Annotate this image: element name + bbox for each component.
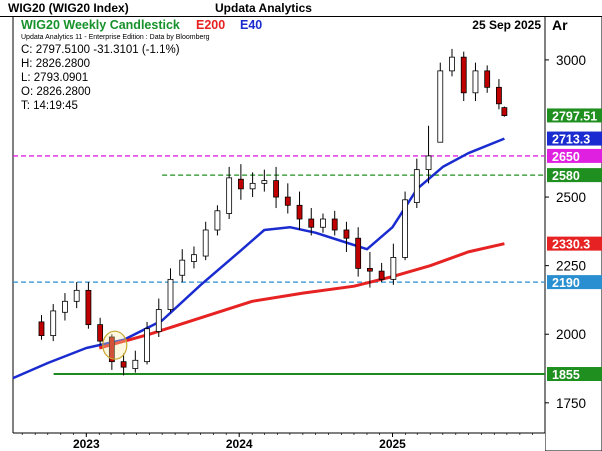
candle-body xyxy=(484,70,491,88)
candle-body xyxy=(97,324,104,342)
candle-body xyxy=(355,237,362,269)
candle-body xyxy=(50,310,57,337)
price-tag-label: 2713.3 xyxy=(552,133,590,147)
candle-body xyxy=(38,321,45,337)
candle-body xyxy=(237,178,244,190)
y-tick-label: 3000 xyxy=(556,53,586,68)
price-tags: 2797.51 2713.3 2650 2580 2330.3 2190 1855 xyxy=(547,108,602,382)
price-tag-1855 xyxy=(547,367,602,382)
candle-body xyxy=(132,359,139,369)
candle-body xyxy=(460,56,467,94)
candle-body xyxy=(249,182,256,190)
candle-body xyxy=(413,169,420,203)
price-axis[interactable] xyxy=(544,15,602,451)
candle-body xyxy=(73,289,80,302)
x-axis: 2023 2024 2025 xyxy=(0,432,545,451)
ohlc-open: O: 2826.2800 xyxy=(21,86,91,98)
candles xyxy=(38,48,508,376)
ohlc-high: H: 2826.2800 xyxy=(21,58,90,70)
chart-date: 25 Sep 2025 xyxy=(472,18,541,32)
price-tag-2713.3 xyxy=(547,131,602,146)
candle-body xyxy=(378,270,385,280)
candle-body xyxy=(226,177,233,214)
candle-body xyxy=(437,70,444,143)
legend-e40: E40 xyxy=(240,18,262,32)
candle-body xyxy=(62,300,68,313)
app-title: Updata Analytics xyxy=(215,1,312,15)
price-tag-label: 2190 xyxy=(552,276,580,290)
candle-body xyxy=(425,155,432,171)
candle-body xyxy=(296,204,303,220)
chart-title: WIG20 Weekly Candlestick xyxy=(21,18,180,32)
scale-mode-label[interactable]: Ar xyxy=(552,17,568,33)
e200-line xyxy=(98,242,505,350)
x-axis-band xyxy=(0,433,545,451)
candle-body xyxy=(214,210,221,231)
candle-body xyxy=(202,229,209,257)
price-tag-label: 2330.3 xyxy=(552,238,590,252)
candle-body xyxy=(402,199,408,258)
y-tick-label: 2250 xyxy=(556,259,586,274)
candle-body xyxy=(284,196,291,206)
title-bar: WIG20 (WIG20 Index) Updata Analytics xyxy=(0,0,602,17)
y-axis-ticks: 1750 2000 2250 2500 3000 xyxy=(545,53,586,411)
price-tag-label: 2650 xyxy=(552,150,580,164)
price-tag-2580 xyxy=(547,168,602,183)
candle-body xyxy=(273,180,279,198)
candle-body xyxy=(308,218,315,228)
price-tag-label: 2797.51 xyxy=(552,109,597,123)
candle-body xyxy=(179,259,186,276)
candle-body xyxy=(108,336,115,363)
x-tick-label: 2025 xyxy=(379,437,406,451)
candle-body xyxy=(85,289,92,326)
candle-body xyxy=(501,107,508,116)
candle-body xyxy=(167,278,174,310)
price-tag-2797.51 xyxy=(547,108,602,123)
plot-area[interactable] xyxy=(12,15,546,434)
price-tag-2330.3 xyxy=(547,236,602,251)
price-tag-2190 xyxy=(547,275,602,290)
candle-body xyxy=(343,229,350,239)
annotations xyxy=(102,330,128,360)
horizontal-levels xyxy=(13,155,545,376)
ohlc-time: T: 14:19:45 xyxy=(21,100,78,112)
ohlc-close: C: 2797.5100 -31.3101 (-1.1%) xyxy=(21,44,180,56)
candle-body xyxy=(320,218,326,228)
candle-body xyxy=(367,267,373,272)
ohlc-low: L: 2793.0901 xyxy=(21,72,88,84)
candle-body xyxy=(155,309,162,332)
x-tick-label: 2023 xyxy=(73,437,100,451)
legend-e200: E200 xyxy=(196,18,225,32)
edition-text: Updata Analytics 11 - Enterprise Edition… xyxy=(21,34,210,41)
price-tag-label: 1855 xyxy=(552,368,580,382)
window-title: WIG20 (WIG20 Index) xyxy=(8,1,129,15)
y-tick-label: 2000 xyxy=(556,327,586,342)
candle-body xyxy=(390,257,397,280)
candle-body xyxy=(261,180,268,184)
candle-body xyxy=(331,218,338,231)
x-tick-label: 2024 xyxy=(226,437,253,451)
candle-body xyxy=(496,86,502,105)
candle-body xyxy=(120,361,127,368)
y-tick-label: 2500 xyxy=(556,190,586,205)
y-tick-label: 1750 xyxy=(556,396,586,411)
crossover-ellipse xyxy=(102,330,128,360)
candle-body xyxy=(191,254,197,262)
candle-body xyxy=(144,328,150,363)
price-tag-2650 xyxy=(547,148,602,163)
price-tag-label: 2580 xyxy=(552,169,580,183)
candle-body xyxy=(472,70,479,94)
candle-body xyxy=(449,56,455,72)
